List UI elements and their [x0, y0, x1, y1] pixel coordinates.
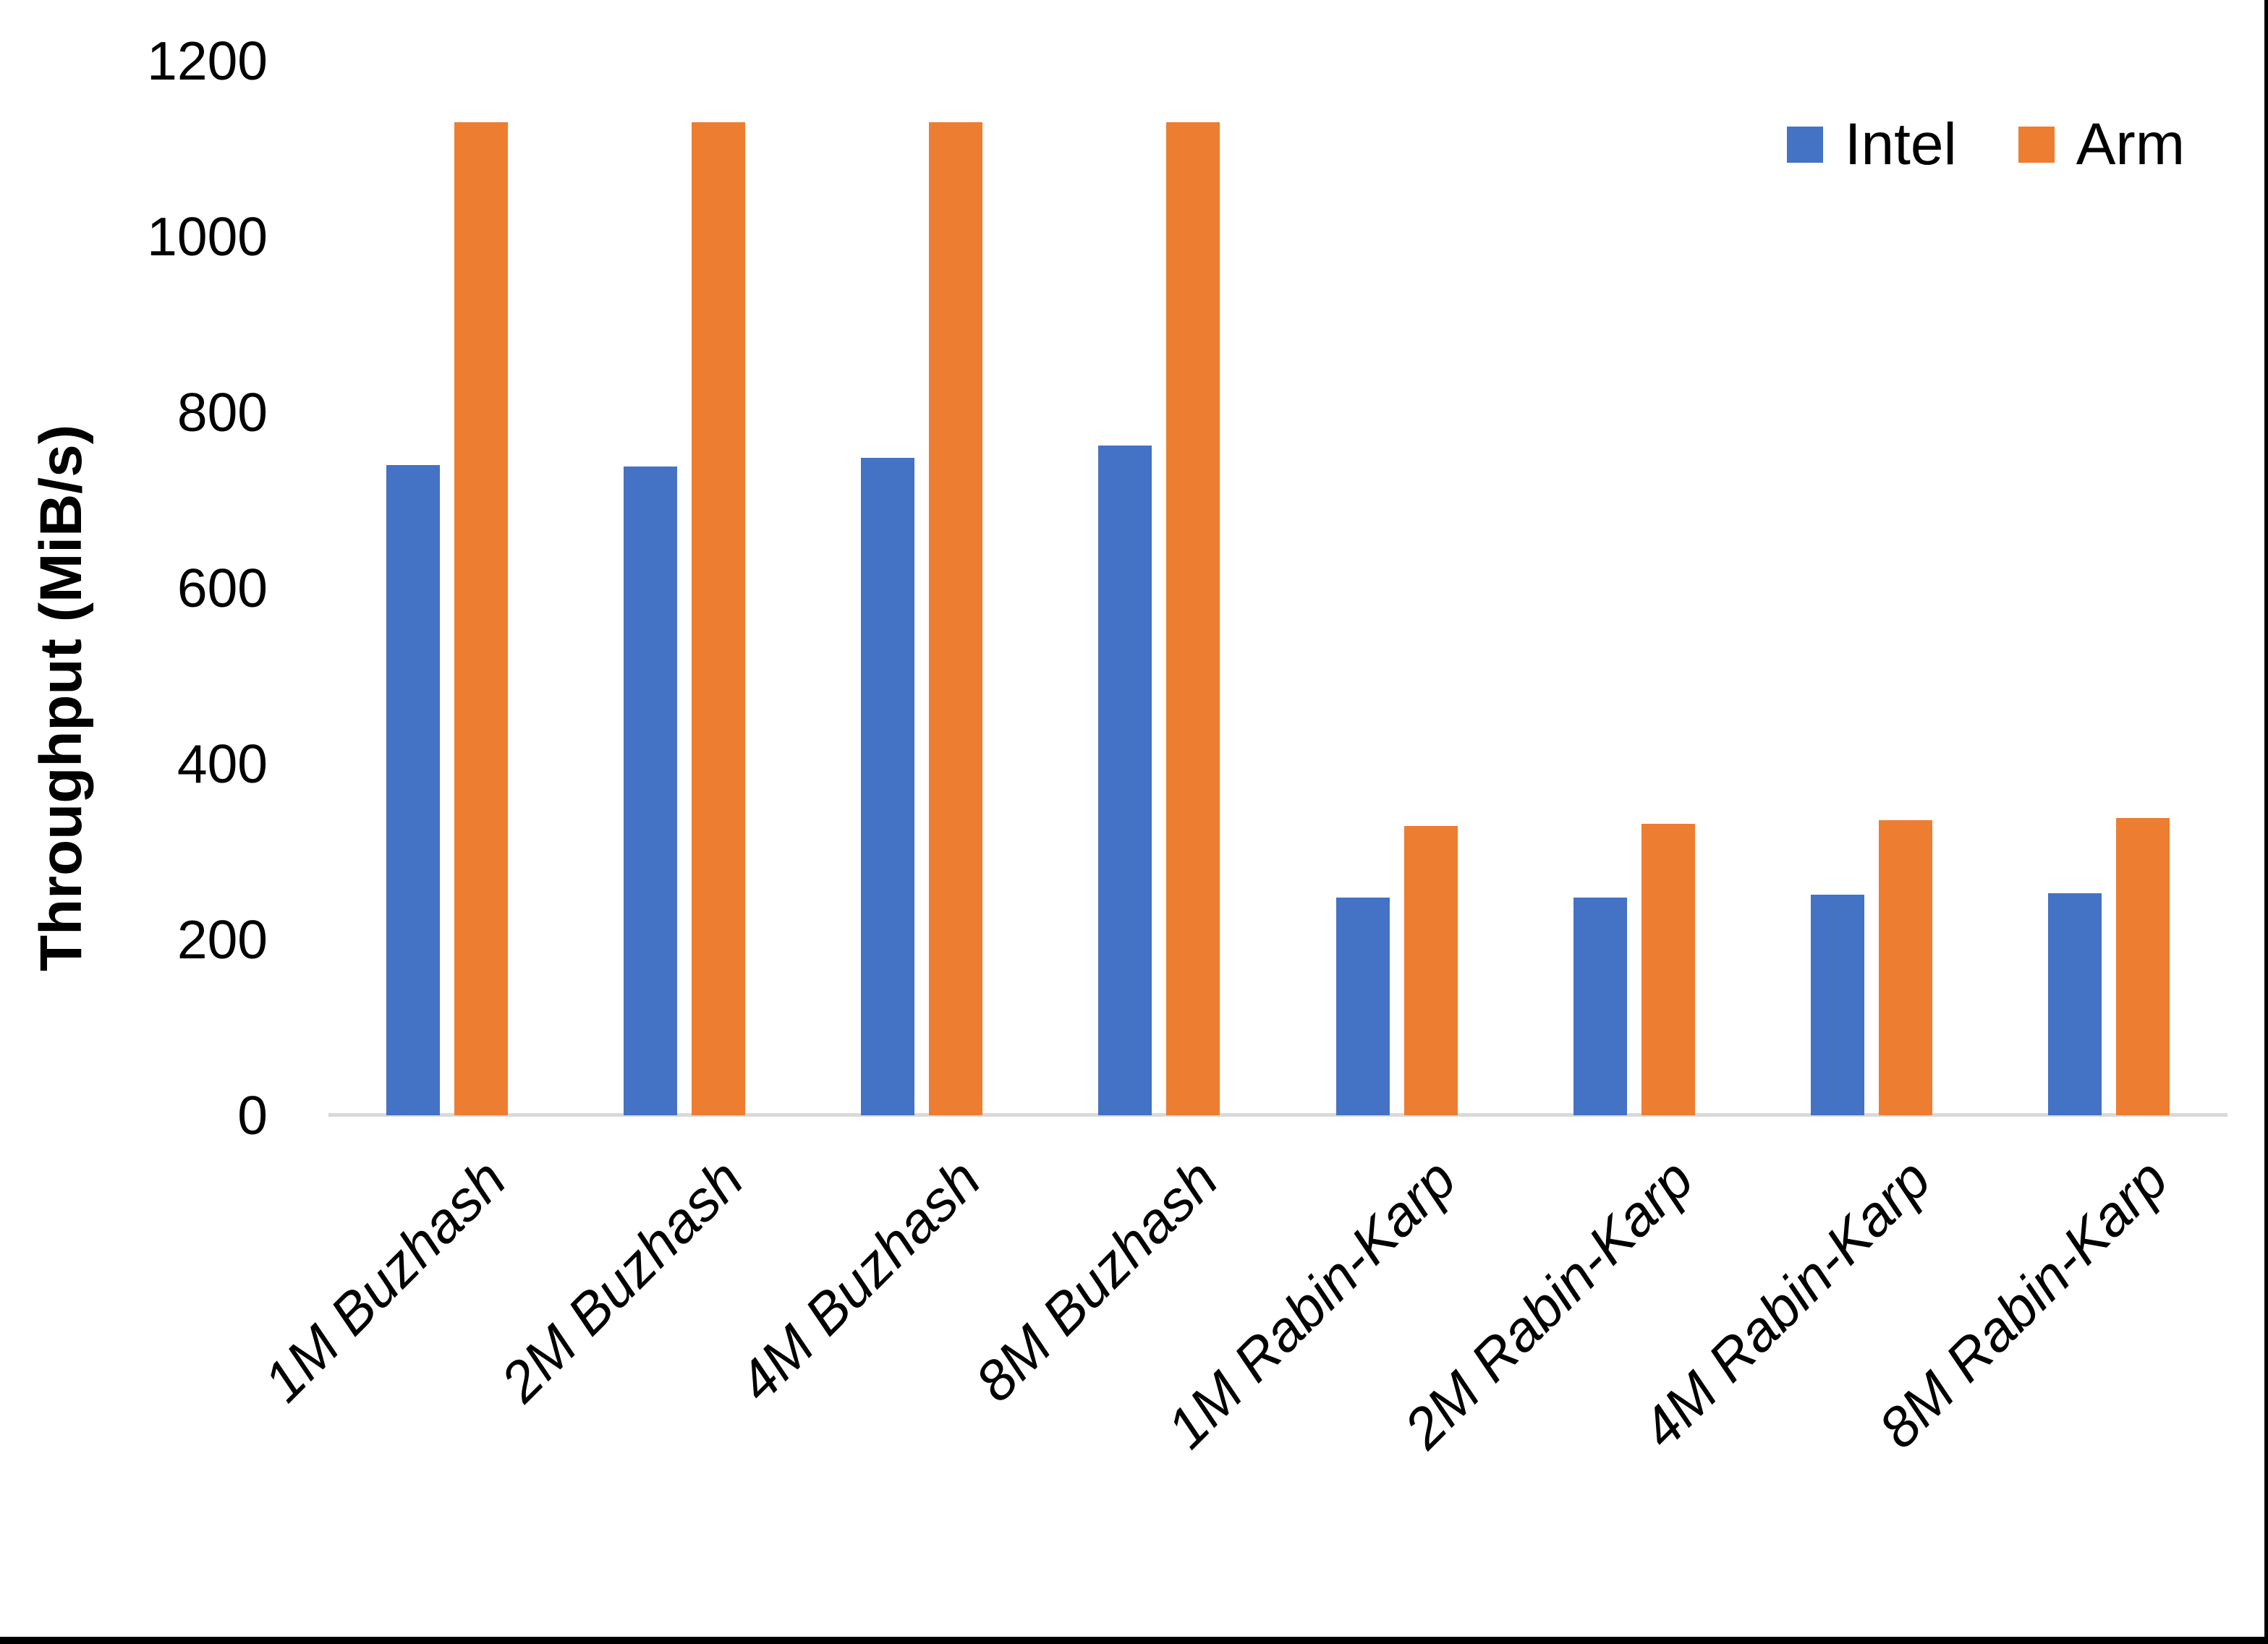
y-axis-title: Throughput (MiB/s)	[22, 171, 101, 1225]
x-label-1m-buzhash: 1M Buzhash	[251, 1146, 518, 1414]
category-slot-2m-rabin-karp	[1516, 61, 1753, 1115]
category-slot-8m-buzhash	[1040, 61, 1278, 1115]
y-tick-label-1200: 1200	[147, 30, 268, 91]
x-label-4m-buzhash: 4M Buzhash	[726, 1146, 993, 1414]
x-label-8m-rabin-karp: 8M Rabin-Karp	[1866, 1146, 2180, 1460]
bar-intel-4m-buzhash	[861, 458, 915, 1115]
legend-label-intel: Intel	[1844, 111, 1957, 177]
x-label-2m-rabin-karp: 2M Rabin-Karp	[1391, 1146, 1705, 1460]
y-axis-title-text: Throughput (MiB/s)	[28, 424, 94, 972]
y-tick-label-600: 600	[177, 558, 268, 618]
plot-area	[328, 61, 2227, 1115]
bar-arm-4m-buzhash	[929, 122, 983, 1115]
legend-swatch-intel	[1786, 127, 1823, 163]
legend-item-arm: Arm	[2018, 108, 2185, 181]
frame-bottom-border	[0, 1637, 2268, 1644]
bar-intel-1m-rabin-karp	[1335, 897, 1390, 1115]
category-slot-4m-rabin-karp	[1753, 61, 1990, 1115]
y-tick-label-400: 400	[177, 733, 268, 794]
legend: Intel Arm	[1786, 108, 2185, 181]
bar-arm-1m-buzhash	[454, 122, 509, 1115]
bar-intel-4m-rabin-karp	[1810, 895, 1864, 1115]
legend-swatch-arm	[2018, 127, 2055, 163]
x-axis-line	[328, 1113, 2227, 1117]
category-slot-2m-buzhash	[566, 61, 803, 1115]
bar-arm-1m-rabin-karp	[1403, 826, 1458, 1115]
bar-arm-4m-rabin-karp	[1878, 819, 1932, 1115]
y-tick-label-0: 0	[237, 1085, 268, 1146]
x-label-1m-rabin-karp: 1M Rabin-Karp	[1154, 1146, 1468, 1460]
category-slot-1m-rabin-karp	[1278, 61, 1516, 1115]
y-tick-label-200: 200	[177, 909, 268, 970]
y-tick-label-1000: 1000	[147, 206, 268, 267]
bar-intel-8m-buzhash	[1098, 446, 1152, 1115]
category-slot-1m-buzhash	[328, 61, 566, 1115]
bar-arm-8m-rabin-karp	[2115, 818, 2170, 1115]
bar-intel-8m-rabin-karp	[2047, 893, 2102, 1115]
bar-intel-1m-buzhash	[386, 464, 441, 1115]
legend-label-arm: Arm	[2076, 111, 2185, 177]
x-label-4m-rabin-karp: 4M Rabin-Karp	[1628, 1146, 1942, 1460]
category-slot-4m-buzhash	[803, 61, 1040, 1115]
bar-intel-2m-buzhash	[624, 467, 678, 1115]
x-label-2m-buzhash: 2M Buzhash	[488, 1146, 756, 1414]
bar-arm-2m-rabin-karp	[1641, 823, 1695, 1115]
frame-right-border	[2264, 0, 2268, 1644]
y-tick-label-800: 800	[177, 382, 268, 443]
x-label-8m-buzhash: 8M Buzhash	[963, 1146, 1231, 1414]
bar-intel-2m-rabin-karp	[1573, 897, 1627, 1115]
legend-item-intel: Intel	[1786, 108, 1957, 181]
bar-arm-2m-buzhash	[692, 122, 746, 1115]
category-slot-8m-rabin-karp	[1990, 61, 2227, 1115]
bar-arm-8m-buzhash	[1166, 122, 1220, 1115]
